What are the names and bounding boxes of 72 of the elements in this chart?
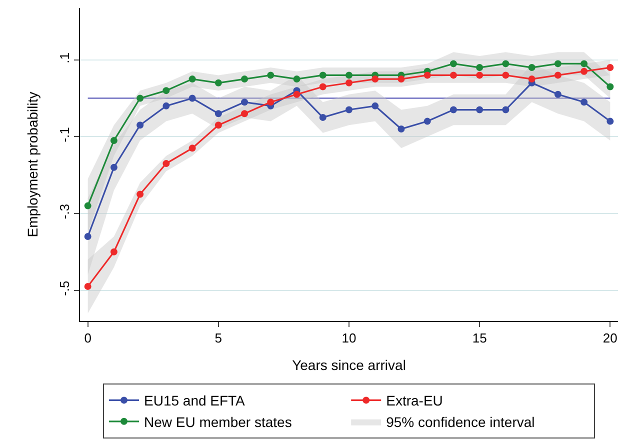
point [606,64,614,72]
point [84,233,92,240]
point [372,76,379,83]
point [84,202,92,210]
point [528,64,536,72]
point [136,190,144,198]
point [293,90,300,98]
legend-label: New EU member states [144,414,292,430]
point [606,118,614,125]
y-tick-label: -.1 [56,127,72,142]
point [241,76,248,83]
point [319,83,326,90]
point [502,72,510,79]
point [580,68,588,75]
point [346,79,352,86]
point [580,60,588,68]
point [476,106,484,114]
point [424,72,431,79]
point [554,60,562,68]
point [241,98,248,106]
point [346,72,352,79]
x-tick-label: 0 [84,330,92,346]
point [580,98,588,106]
point [398,76,405,83]
point [293,76,300,83]
x-axis-title: Years since arrival [292,356,406,373]
y-tick-label: -.5 [56,280,72,296]
point [241,110,248,118]
point [188,94,196,102]
point [476,64,484,72]
point [110,137,118,144]
point [450,72,457,79]
point [110,248,118,256]
point [84,282,92,290]
legend-label: EU15 and EFTA [144,392,246,409]
point [214,110,222,118]
x-tick-label: 20 [602,330,618,346]
legend-label: Extra-EU [386,392,443,409]
point [554,72,562,79]
x-tick-label: 15 [472,330,487,346]
point [214,122,222,129]
point [398,125,405,132]
point [162,160,170,168]
point [554,90,562,98]
point [188,144,196,152]
point [162,87,170,94]
point [346,106,352,114]
point [188,76,196,83]
x-tick-label: 10 [342,330,356,346]
point [502,106,510,114]
point [476,72,484,79]
point [267,72,274,79]
point [267,98,274,106]
point [450,106,457,114]
point [606,83,614,90]
y-axis-title: Employment probability [24,92,40,238]
text: 95% confidence interval [386,414,535,430]
point [424,118,431,125]
point [450,60,457,68]
point [528,76,536,83]
y-tick-label: -.3 [56,204,72,220]
point [372,102,379,110]
point [319,114,326,121]
point [502,60,510,68]
x-tick-label: 5 [214,330,222,346]
point [319,72,326,79]
y-tick-label: .1 [56,52,72,64]
point [136,94,144,102]
point [136,122,144,129]
point [162,102,170,110]
point [214,79,222,86]
point [110,164,118,171]
